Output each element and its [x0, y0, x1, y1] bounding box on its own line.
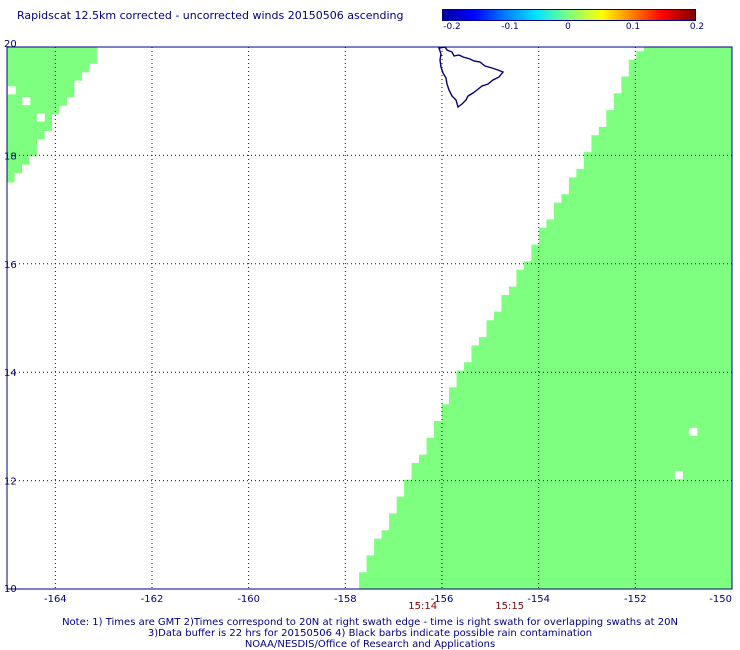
y-tick-label: 18	[4, 151, 17, 162]
y-tick-label: 20	[4, 39, 17, 50]
island-outline	[438, 46, 505, 109]
x-tick-label: -158	[334, 594, 357, 605]
x-tick-label: -156	[431, 594, 454, 605]
note-line-3: NOAA/NESDIS/Office of Research and Appli…	[244, 639, 496, 650]
y-tick-label: 16	[4, 260, 17, 271]
x-axis: -164 -162 -160 -158 -156 -154 -152 -150	[44, 594, 732, 605]
time-label: 15:15	[495, 601, 524, 612]
swath-main	[359, 47, 732, 589]
colorbar-tick: -0.1	[501, 22, 519, 32]
colorbar-tick: 0	[565, 22, 571, 32]
colorbar-tick: 0.2	[689, 22, 705, 32]
colorbar-tick: -0.2	[443, 22, 461, 32]
plot-frame	[6, 46, 733, 590]
colorbar	[442, 9, 696, 21]
swath-layer	[7, 47, 732, 589]
missing-cell	[689, 427, 698, 436]
grid-layer	[7, 47, 732, 589]
missing-cell	[22, 97, 31, 106]
chart-title: Rapidscat 12.5km corrected - uncorrected…	[17, 9, 404, 22]
x-tick-label: -154	[527, 594, 550, 605]
footnotes: Note: 1) Times are GMT 2)Times correspon…	[0, 617, 740, 650]
x-tick-label: -150	[709, 594, 732, 605]
y-tick-label: 10	[4, 584, 17, 595]
colorbar-tick: 0.1	[625, 22, 641, 32]
x-tick-label: -160	[237, 594, 260, 605]
missing-cell	[674, 471, 683, 480]
y-axis: 10 12 14 16 18 20	[4, 39, 17, 595]
y-tick-label: 14	[4, 368, 17, 379]
missing-cell	[36, 113, 45, 122]
swath-corner	[7, 47, 99, 183]
note-line-2: 3)Data buffer is 22 hrs for 20150506 4) …	[147, 628, 593, 639]
time-label: 15:14	[408, 601, 437, 612]
x-tick-label: -162	[141, 594, 164, 605]
x-tick-label: -152	[624, 594, 647, 605]
note-line-1: Note: 1) Times are GMT 2)Times correspon…	[62, 617, 678, 628]
y-tick-label: 12	[4, 477, 17, 488]
x-tick-label: -164	[44, 594, 67, 605]
missing-cell	[7, 86, 16, 95]
time-labels: 15:14 15:15	[408, 601, 524, 612]
